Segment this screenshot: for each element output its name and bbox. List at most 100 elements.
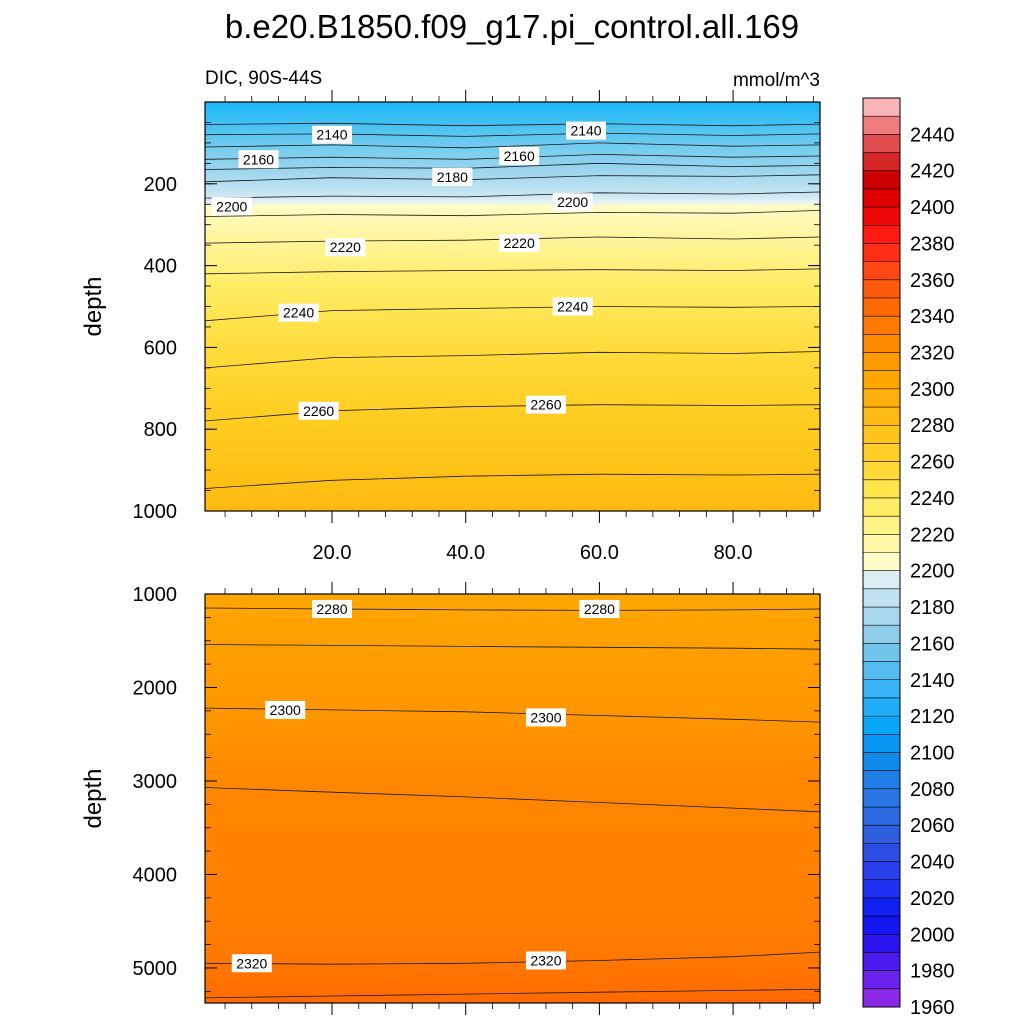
colorbar-swatch (863, 479, 900, 499)
contour-label: 2140 (312, 125, 353, 144)
colorbar-swatch (863, 879, 900, 899)
colorbar-swatch (863, 952, 900, 972)
colorbar-swatch (863, 116, 900, 135)
colorbar-label: 2440 (910, 124, 955, 146)
contour-label-text: 2260 (530, 397, 561, 413)
contour-label-text: 2140 (570, 123, 601, 139)
colorbar-swatch (863, 788, 900, 808)
contour-label-text: 2320 (236, 955, 267, 971)
colorbar-swatch (863, 516, 900, 535)
colorbar-swatch (863, 770, 900, 790)
colorbar-swatch (863, 225, 900, 244)
subtitle-right: mmol/m^3 (733, 70, 820, 91)
chart-title: b.e20.B1850.f09_g17.pi_control.all.169 (225, 8, 799, 45)
colorbar-swatch (863, 316, 900, 335)
contour-line-2200 (204, 210, 821, 217)
contour-label-text: 2240 (283, 305, 314, 321)
colorbar-swatch (863, 552, 900, 572)
contour-label-text: 2200 (216, 198, 247, 214)
colorbar-label: 2100 (910, 742, 955, 764)
colorbar-swatch (863, 570, 900, 590)
contour-label-text: 2160 (243, 151, 274, 167)
contour-label: 2220 (499, 234, 540, 253)
contour-line-2150 (204, 142, 821, 149)
y-tick-label: 4000 (133, 864, 178, 886)
colorbar-label: 2260 (910, 452, 955, 474)
colorbar-swatch (863, 134, 900, 154)
colorbar-label: 2240 (910, 488, 955, 510)
colorbar-label: 1980 (910, 961, 955, 983)
colorbar-swatch (863, 625, 900, 644)
contour-label: 2320 (231, 954, 272, 973)
y-tick-label: 200 (144, 174, 177, 196)
colorbar-swatch (863, 461, 900, 481)
y-tick-label: 5000 (133, 958, 178, 980)
colorbar-swatch (863, 916, 900, 935)
colorbar-swatch (863, 825, 900, 844)
colorbar-swatch (863, 407, 900, 426)
colorbar-swatch (863, 207, 900, 226)
colorbar-label: 2140 (910, 670, 955, 692)
y-tick-label: 600 (144, 337, 177, 359)
colorbar-label: 2000 (910, 924, 955, 946)
lower-panel: 2280 2280 2300 2300 2320 2320 1000 2000 3000 4000… (80, 582, 821, 1015)
colorbar-swatch (863, 352, 900, 372)
contour-label: 2160 (238, 150, 279, 169)
colorbar-label: 2040 (910, 852, 955, 874)
contour-label-text: 2160 (504, 148, 535, 164)
contour-line-2220 (204, 268, 821, 275)
colorbar-label: 2060 (910, 815, 955, 837)
subtitle-left: DIC, 90S-44S (205, 68, 322, 89)
colorbar-label: 2180 (910, 597, 955, 619)
colorbar-swatch (863, 152, 900, 172)
contour-label: 2300 (265, 700, 306, 719)
colorbar-label: 2340 (910, 306, 955, 328)
colorbar-label: 2120 (910, 706, 955, 728)
colorbar-swatch (863, 697, 900, 717)
colorbar-swatch (863, 970, 900, 990)
colorbar-swatch (863, 607, 900, 626)
contour-label-text: 2220 (504, 235, 535, 251)
colorbar-swatch (863, 897, 900, 917)
contour-label: 2180 (432, 167, 473, 186)
colorbar-label: 2360 (910, 270, 955, 292)
y-axis-label: depth (80, 276, 107, 336)
contour-label-text: 2260 (303, 403, 334, 419)
contour-label-text: 2300 (270, 702, 301, 718)
contour-label-text: 2200 (557, 194, 588, 210)
contour-line-2130 (204, 122, 821, 127)
y-tick-label: 1000 (133, 501, 178, 523)
colorbar-label: 2380 (910, 233, 955, 255)
contour-label: 2200 (552, 193, 593, 212)
contour-label: 2240 (552, 297, 593, 316)
colorbar: 2440 2420 2400 2380 2360 2340 2320 2300 2280 2260… (862, 97, 955, 1019)
colorbar-label: 1960 (910, 997, 955, 1019)
colorbar-swatch (863, 716, 900, 735)
x-tick-label: 60.0 (580, 542, 619, 564)
colorbar-swatch (863, 261, 900, 281)
colorbar-label: 2020 (910, 888, 955, 910)
contour-label-text: 2320 (530, 952, 561, 968)
y-tick-label: 3000 (133, 771, 178, 793)
colorbar-swatch (863, 988, 900, 1008)
contour-label: 2160 (499, 146, 540, 165)
colorbar-frame (862, 97, 901, 1008)
colorbar-swatch (863, 679, 900, 699)
x-tick-label: 40.0 (446, 542, 485, 564)
colorbar-swatch (863, 279, 900, 299)
colorbar-label: 2400 (910, 197, 955, 219)
colorbar-swatch (863, 388, 900, 408)
contour-line-2310 (204, 787, 821, 813)
contour-label: 2320 (525, 951, 566, 970)
x-tick-label: 80.0 (714, 542, 753, 564)
colorbar-swatch (863, 534, 900, 553)
colorbar-swatch (863, 843, 900, 863)
contour-label: 2280 (312, 599, 353, 618)
contour-line-2280 (204, 607, 821, 611)
contour-line-2140 (204, 132, 821, 137)
contour-label-text: 2220 (330, 239, 361, 255)
colorbar-label: 2220 (910, 524, 955, 546)
y-axis-label: depth (80, 768, 107, 828)
colorbar-label: 2320 (910, 343, 955, 365)
